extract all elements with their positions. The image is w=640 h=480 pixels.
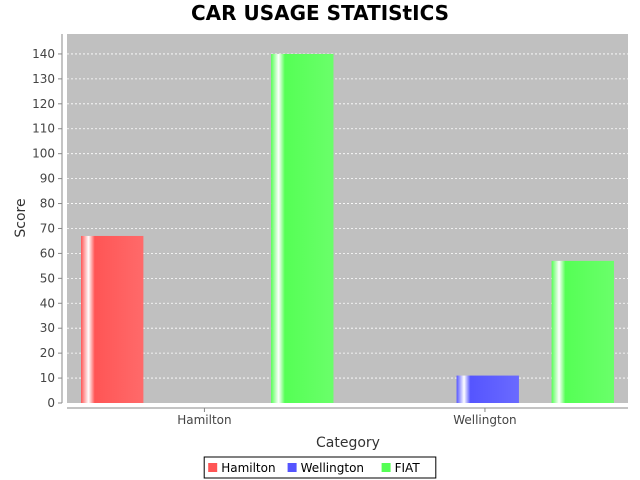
chart-title: CAR USAGE STATIStICS <box>191 1 449 25</box>
y-axis-ticks: 0 10 20 30 40 50 60 70 80 90 100 110 120 130 140 <box>32 47 62 410</box>
y-tick-label: 70 <box>40 221 55 235</box>
legend-label-wellington: Wellington <box>301 461 364 475</box>
bar-hamilton-hamilton <box>81 235 144 403</box>
bar-wellington-fiat <box>551 260 614 403</box>
plot-area <box>67 34 628 403</box>
legend-label-hamilton: Hamilton <box>221 461 275 475</box>
y-tick-label: 130 <box>32 72 55 86</box>
legend-swatch-wellington <box>287 463 297 472</box>
x-tick-label: Wellington <box>453 413 516 427</box>
y-tick-label: 100 <box>32 147 55 161</box>
legend-label-fiat: FIAT <box>395 461 421 475</box>
bar-hamilton-fiat <box>271 53 334 403</box>
y-axis-label: Score <box>13 198 29 237</box>
y-tick-label: 80 <box>40 197 55 211</box>
y-tick-label: 0 <box>47 396 55 410</box>
x-axis-ticks: Hamilton Wellington <box>177 408 517 427</box>
y-tick-label: 60 <box>40 246 55 260</box>
bar-wellington-wellington <box>456 375 519 403</box>
bars <box>81 53 614 403</box>
y-tick-label: 90 <box>40 172 55 186</box>
y-tick-label: 40 <box>40 296 55 310</box>
y-tick-label: 50 <box>40 271 55 285</box>
legend: Hamilton Wellington FIAT <box>203 456 437 479</box>
y-tick-label: 140 <box>32 47 55 61</box>
y-tick-label: 10 <box>40 371 55 385</box>
y-tick-label: 120 <box>32 97 55 111</box>
legend-box <box>203 456 437 479</box>
gridlines <box>67 53 628 379</box>
x-tick-label: Hamilton <box>177 413 231 427</box>
legend-swatch-fiat <box>381 463 391 472</box>
y-tick-label: 30 <box>40 321 55 335</box>
x-axis-label: Category <box>316 435 380 451</box>
legend-swatch-hamilton <box>208 463 218 472</box>
y-tick-label: 110 <box>32 122 55 136</box>
y-tick-label: 20 <box>40 346 55 360</box>
